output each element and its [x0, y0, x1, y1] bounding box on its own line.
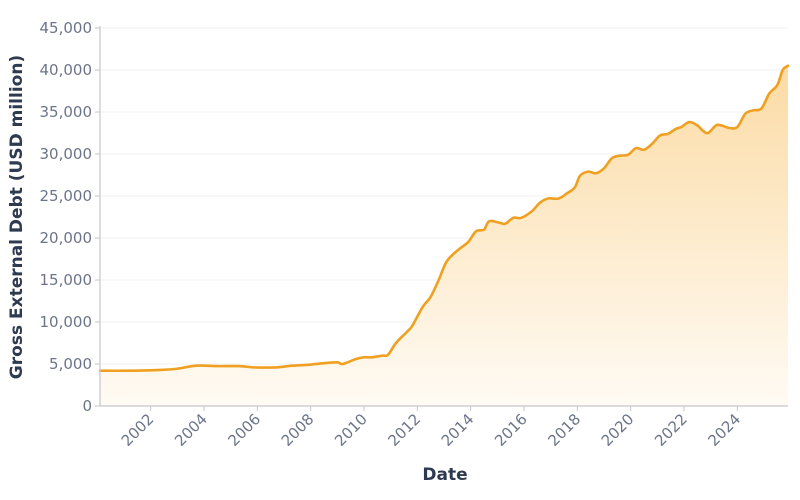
x-tick-label: 2004 [171, 410, 211, 450]
x-tick-label: 2006 [224, 410, 264, 450]
x-tick-label: 2010 [331, 410, 371, 450]
x-tick-label: 2002 [118, 410, 158, 450]
axes [99, 26, 788, 407]
y-tick-label: 25,000 [40, 187, 93, 205]
y-tick-label: 35,000 [40, 103, 93, 121]
x-tick-label: 2012 [384, 410, 424, 450]
y-tick-label: 40,000 [40, 61, 93, 79]
x-axis-ticks: 2002 2004 2006 2008 2010 2012 2014 2016 2018 2020… [118, 406, 744, 450]
x-tick-label: 2008 [278, 410, 318, 450]
x-tick-label: 2020 [598, 410, 638, 450]
x-axis-title: Date [422, 465, 467, 485]
x-tick-label: 2024 [704, 410, 744, 450]
y-tick-label: 15,000 [40, 271, 93, 289]
y-tick-label: 20,000 [40, 229, 93, 247]
y-tick-label: 30,000 [40, 145, 93, 163]
gridlines [100, 27, 788, 365]
x-tick-label: 2022 [651, 410, 691, 450]
x-tick-label: 2014 [438, 410, 478, 450]
y-axis-title: Gross External Debt (USD million) [7, 55, 27, 379]
debt-line [98, 64, 790, 373]
area-fill [100, 65, 788, 407]
y-tick-label: 5,000 [49, 355, 92, 373]
y-tick-label: 10,000 [40, 313, 93, 331]
y-tick-label: 0 [82, 397, 92, 415]
y-axis-ticks: 0 5,000 10,000 15,000 20,000 25,000 30,000 35,0… [40, 19, 100, 415]
x-tick-label: 2016 [491, 410, 531, 450]
y-tick-label: 45,000 [40, 19, 93, 37]
x-tick-label: 2018 [544, 410, 584, 450]
